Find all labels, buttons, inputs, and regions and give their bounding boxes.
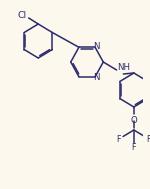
Text: NH: NH [118, 64, 131, 73]
Text: F: F [117, 135, 121, 143]
Text: F: F [147, 135, 150, 143]
Text: F: F [132, 143, 136, 153]
Text: N: N [93, 42, 99, 51]
Text: O: O [130, 116, 137, 125]
Text: Cl: Cl [17, 11, 27, 19]
Text: N: N [93, 73, 99, 82]
